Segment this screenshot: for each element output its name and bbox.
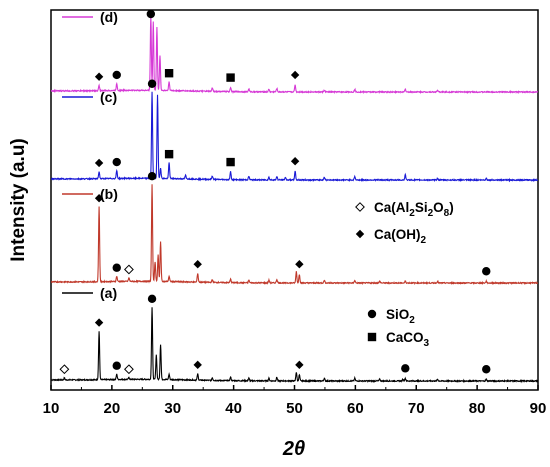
- series-label: (c): [100, 89, 117, 105]
- x-tick-label: 70: [408, 400, 425, 417]
- phase-marker-portlandite: [290, 157, 300, 166]
- phase-marker-portlandite: [94, 194, 104, 203]
- legend-label-anorthite: Ca(Al2Si2O8): [374, 200, 454, 219]
- x-tick-label: 80: [469, 400, 486, 417]
- phase-marker-anorthite: [124, 264, 134, 275]
- phase-marker-calcite: [164, 69, 174, 78]
- legend-label-quartz: SiO2: [386, 307, 415, 326]
- series-label: (a): [100, 285, 117, 301]
- phase-marker-portlandite: [193, 260, 202, 269]
- series-line-a: [51, 307, 538, 384]
- phase-marker-portlandite: [193, 360, 202, 370]
- x-tick-label: 20: [104, 400, 121, 417]
- phase-marker-portlandite: [290, 70, 300, 80]
- phase-marker-quartz: [482, 365, 491, 374]
- phase-marker-anorthite: [124, 364, 134, 375]
- phase-marker-portlandite: [94, 318, 104, 327]
- x-tick-label: 60: [347, 400, 364, 417]
- phase-marker-quartz: [482, 267, 491, 276]
- legend-symbol-portlandite: [355, 229, 365, 239]
- phase-marker-portlandite: [295, 260, 304, 269]
- series-line-c: [51, 91, 538, 183]
- legend-symbol-quartz: [367, 309, 377, 319]
- phase-marker-calcite: [226, 157, 235, 167]
- phase-marker-calcite: [164, 149, 174, 159]
- legend-label-calcite: CaCO3: [386, 330, 430, 349]
- x-axis-title: 2θ: [282, 438, 305, 460]
- x-tick-label: 10: [43, 400, 60, 417]
- y-axis-title: Intensity (a.u): [8, 138, 29, 262]
- plot-frame: [50, 9, 539, 391]
- marker-layer: [59, 9, 491, 375]
- legend-symbol-anorthite: [355, 202, 365, 212]
- phase-marker-quartz: [401, 364, 410, 373]
- phase-marker-portlandite: [94, 72, 104, 81]
- series-label: (d): [100, 9, 118, 25]
- phase-marker-anorthite: [59, 364, 70, 375]
- phase-marker-quartz: [146, 9, 156, 19]
- x-axis-ticks: 10 20 30 40 50 60 70 80 90: [43, 385, 547, 417]
- phase-marker-quartz: [112, 157, 121, 167]
- series-line-d: [51, 15, 538, 95]
- series-labels: (a) (b) (c) (d): [62, 9, 118, 301]
- phase-marker-portlandite: [295, 360, 304, 370]
- legend-label-portlandite: Ca(OH)2: [374, 227, 427, 246]
- x-tick-label: 30: [164, 400, 181, 417]
- x-tick-label: 40: [225, 400, 242, 417]
- series-label: (b): [100, 186, 118, 202]
- phase-marker-quartz: [112, 361, 121, 370]
- x-tick-label: 50: [286, 400, 303, 417]
- phase-marker-quartz: [112, 263, 121, 272]
- phase-marker-quartz: [112, 70, 121, 80]
- phase-marker-quartz: [147, 294, 157, 304]
- phase-marker-quartz: [147, 79, 157, 88]
- phase-marker-quartz: [147, 172, 157, 181]
- x-tick-label: 90: [530, 400, 547, 417]
- legend: Ca(Al2Si2O8) Ca(OH)2 SiO2 CaCO3: [355, 200, 454, 349]
- series-line-b: [51, 184, 538, 286]
- series-layer: [51, 15, 538, 384]
- phase-marker-portlandite: [94, 158, 104, 168]
- legend-symbol-calcite: [367, 332, 377, 342]
- phase-marker-calcite: [226, 73, 235, 82]
